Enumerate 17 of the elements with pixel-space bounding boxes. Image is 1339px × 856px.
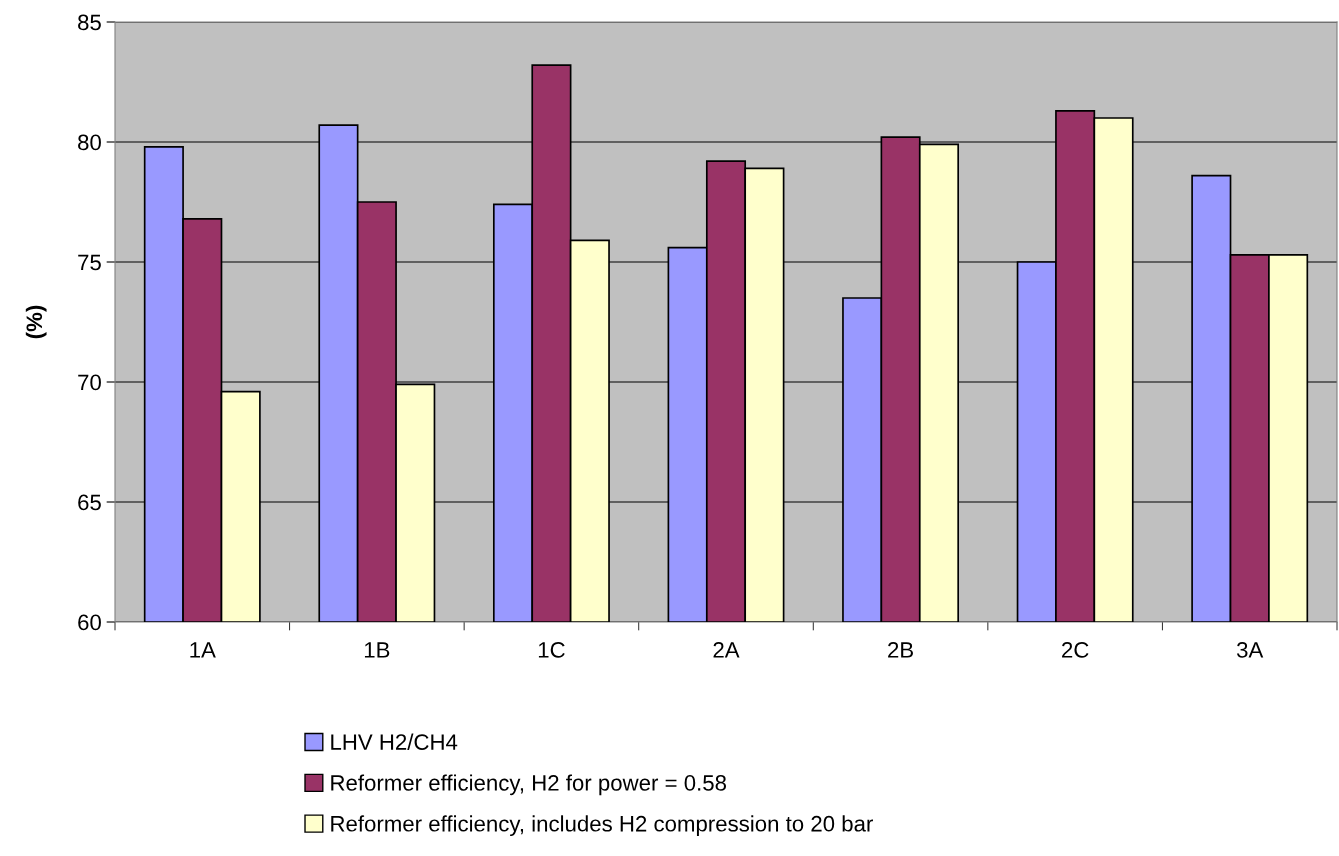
y-tick-label: 70 xyxy=(78,374,101,391)
x-tick-label: 2B xyxy=(888,642,913,658)
y-tick-label: 65 xyxy=(78,494,101,511)
y-tick-label: 80 xyxy=(78,134,101,151)
legend-label: Reformer efficiency, includes H2 compression to 20 bar xyxy=(331,815,873,836)
y-tick-label: 75 xyxy=(78,254,101,271)
legend-label: Reformer efficiency, H2 for power = 0.58 xyxy=(331,774,727,796)
legend-label: LHV H2/CH4 xyxy=(331,733,458,750)
y-axis-title: (%) xyxy=(25,305,47,339)
y-tick-label: 60 xyxy=(78,614,101,631)
x-tick-label: 1A xyxy=(190,642,216,658)
x-tick-label: 3A xyxy=(1236,642,1264,658)
x-tick-label: 1C xyxy=(538,642,565,658)
x-tick-label: 2C xyxy=(1062,642,1089,658)
x-tick-label: 2A xyxy=(713,642,740,658)
y-tick-label: 85 xyxy=(78,14,101,31)
x-tick-label: 1B xyxy=(364,642,390,658)
